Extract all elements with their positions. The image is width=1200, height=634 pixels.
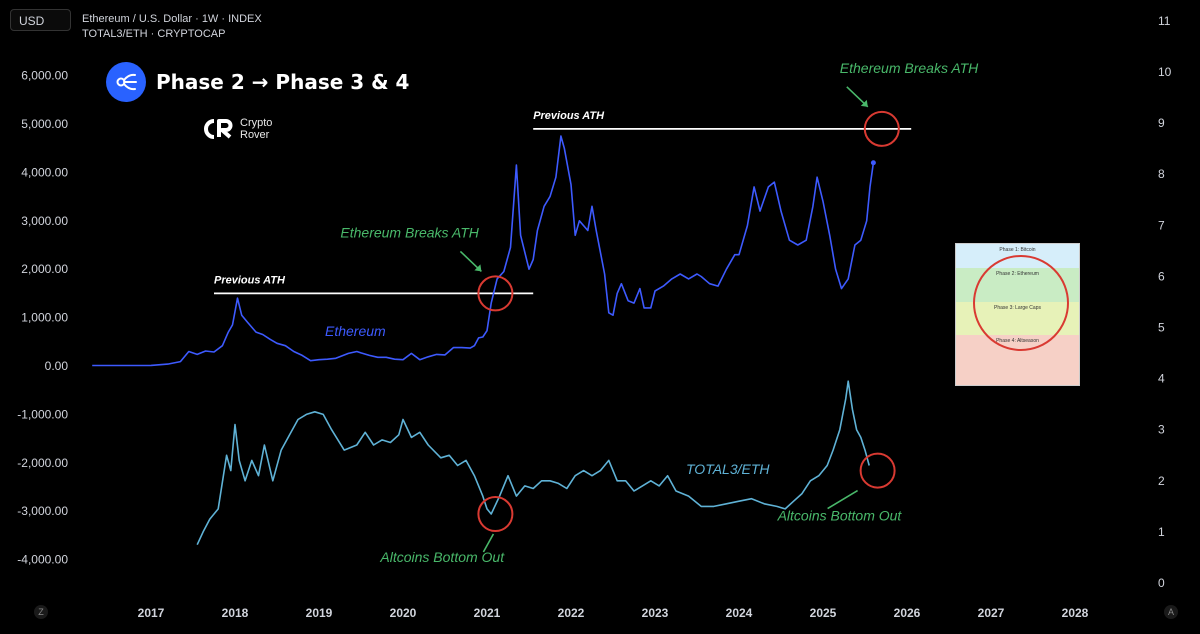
left-tick-label: 4,000.00 <box>21 165 68 179</box>
last-price-dot <box>870 160 876 166</box>
left-tick-label: 3,000.00 <box>21 214 68 228</box>
crypto-rover-logo: Crypto Rover <box>200 117 272 141</box>
left-tick-label: 0.00 <box>45 359 69 373</box>
ethereum-series-label: Ethereum <box>325 323 386 339</box>
series-line-ethereum <box>92 135 875 367</box>
right-tick-label: 2 <box>1158 474 1165 488</box>
x-tick-label: 2024 <box>726 606 753 620</box>
logo-line-2: Rover <box>240 129 270 141</box>
phase-banner: Phase 2 → Phase 3 & 4 <box>106 62 409 102</box>
x-tick-label: 2028 <box>1062 606 1089 620</box>
logo-line-1: Crypto <box>240 117 273 129</box>
x-tick-label: 2020 <box>390 606 417 620</box>
left-tick-label: -4,000.00 <box>17 553 68 567</box>
previous-ath-label: Previous ATH <box>214 274 286 286</box>
x-axis: 2017 2018 2019 2020 2021 2022 2023 2024 2025 2026… <box>138 606 1089 620</box>
banner-title: Phase 2 → Phase 3 & 4 <box>156 70 410 94</box>
ath-break-circle <box>477 275 514 312</box>
cr-logo-icon <box>204 119 233 139</box>
x-tick-label: 2025 <box>810 606 837 620</box>
x-tick-label: 2019 <box>306 606 333 620</box>
x-tick-label: 2017 <box>138 606 165 620</box>
right-tick-label: 10 <box>1158 65 1172 79</box>
right-tick-label: 6 <box>1158 269 1165 283</box>
left-tick-label: -2,000.00 <box>17 456 68 470</box>
left-tick-label: 2,000.00 <box>21 262 68 276</box>
phase-highlight-circle <box>973 255 1069 351</box>
network-hub-icon <box>106 62 146 102</box>
right-tick-label: 9 <box>1158 116 1165 130</box>
left-tick-label: 5,000.00 <box>21 117 68 131</box>
left-tick-label: -1,000.00 <box>17 407 68 421</box>
arrow-icon <box>482 533 495 553</box>
arrowhead-icon <box>860 99 868 107</box>
left-tick-label: 6,000.00 <box>21 69 68 83</box>
previous-ath-label: Previous ATH <box>533 110 605 122</box>
series1-title: Ethereum / U.S. Dollar · 1W · INDEX <box>82 13 262 25</box>
annotation-marks: Ethereum TOTAL3/ETH Ethereum Breaks ATH Eth… <box>325 60 979 565</box>
x-tick-label: 2027 <box>978 606 1005 620</box>
x-tick-label: 2023 <box>642 606 669 620</box>
series-lines <box>92 135 876 546</box>
x-tick-label: 2022 <box>558 606 585 620</box>
total3-series-label: TOTAL3/ETH <box>686 461 770 477</box>
arrow-icon <box>827 489 859 510</box>
ath-break-label: Ethereum Breaks ATH <box>340 224 479 240</box>
auto-scale-button[interactable]: A <box>1164 605 1178 619</box>
bottom-out-label: Altcoins Bottom Out <box>777 508 903 524</box>
right-tick-label: 8 <box>1158 167 1165 181</box>
right-tick-label: 0 <box>1158 576 1165 590</box>
x-tick-label: 2018 <box>222 606 249 620</box>
right-tick-label: 4 <box>1158 372 1165 386</box>
currency-button[interactable]: USD <box>10 9 71 31</box>
right-tick-label: 3 <box>1158 423 1165 437</box>
left-tick-label: 1,000.00 <box>21 311 68 325</box>
left-axis: 6,000.00 5,000.00 4,000.00 3,000.00 2,000.00… <box>17 69 68 567</box>
series-line-total3-eth <box>196 380 870 546</box>
right-tick-label: 11 <box>1158 14 1171 28</box>
left-corner-button[interactable]: Z <box>34 605 48 619</box>
bottom-out-label: Altcoins Bottom Out <box>379 549 505 565</box>
right-tick-label: 5 <box>1158 321 1165 335</box>
series2-title: TOTAL3/ETH · CRYPTOCAP <box>82 28 226 40</box>
bottom-out-circle <box>859 452 896 489</box>
ath-lines: Previous ATH Previous ATH <box>214 110 912 295</box>
bottom-out-circle <box>477 496 514 533</box>
ath-break-label: Ethereum Breaks ATH <box>840 60 979 76</box>
ath-break-circle <box>863 110 900 147</box>
x-tick-label: 2026 <box>894 606 921 620</box>
x-tick-label: 2021 <box>474 606 501 620</box>
left-tick-label: -3,000.00 <box>17 504 68 518</box>
arrowhead-icon <box>474 264 482 272</box>
right-tick-label: 7 <box>1158 218 1165 232</box>
right-tick-label: 1 <box>1158 525 1165 539</box>
